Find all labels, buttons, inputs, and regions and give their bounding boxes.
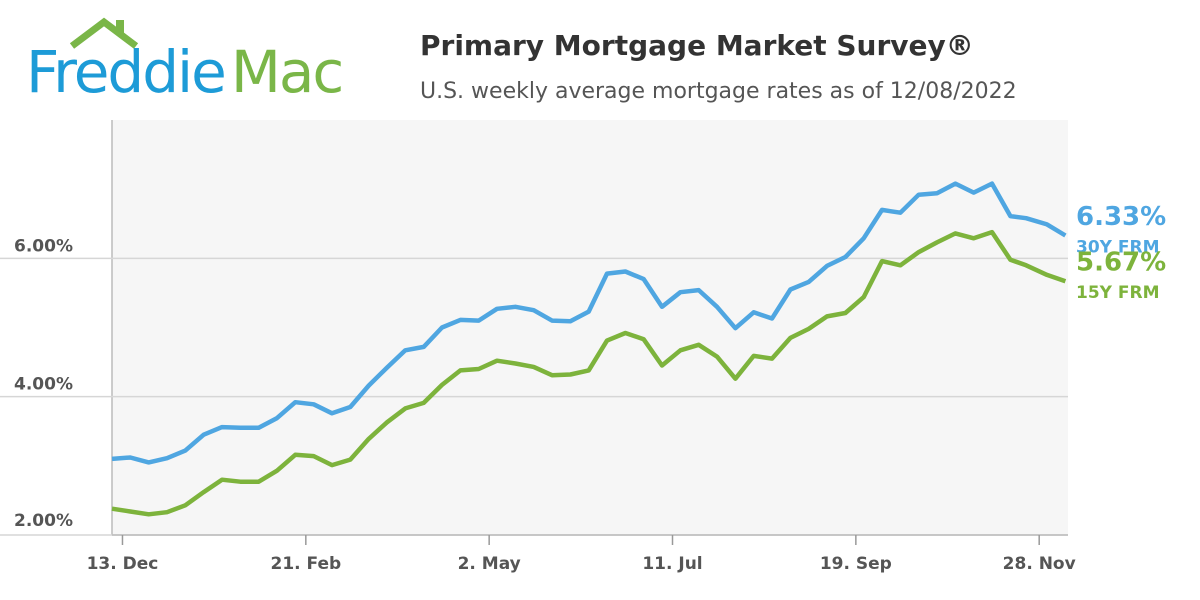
plot-area — [112, 120, 1068, 535]
end-value-label: 5.67% — [1076, 248, 1166, 278]
chart-title: Primary Mortgage Market Survey® — [420, 29, 974, 62]
series-line — [111, 229, 1067, 517]
x-tick-label: 11. Jul — [642, 554, 702, 574]
x-tick-label: 28. Nov — [1003, 554, 1076, 574]
y-tick-label: 6.00% — [14, 236, 73, 256]
chart-subtitle: U.S. weekly average mortgage rates as of… — [420, 79, 1017, 104]
logo-text: Freddie Mac — [26, 38, 342, 106]
x-tick-label: 19. Sep — [820, 554, 892, 574]
x-tick-label: 2. May — [458, 554, 521, 574]
y-tick-label: 4.00% — [14, 375, 73, 395]
x-tick-label: 21. Feb — [270, 554, 341, 574]
series-line — [111, 181, 1067, 465]
logo-chimney — [116, 20, 124, 34]
logo-roof — [69, 17, 139, 49]
y-tick-label: 2.00% — [14, 511, 73, 531]
x-tick-label: 13. Dec — [87, 554, 159, 574]
logo-second: Mac — [231, 38, 342, 106]
legend-label: 30Y FRM — [1076, 238, 1160, 258]
legend-label: 15Y FRM — [1076, 283, 1160, 303]
logo: Freddie Mac — [26, 17, 344, 106]
end-value-label: 6.33% — [1076, 202, 1166, 232]
logo-first: Freddie — [26, 38, 225, 106]
